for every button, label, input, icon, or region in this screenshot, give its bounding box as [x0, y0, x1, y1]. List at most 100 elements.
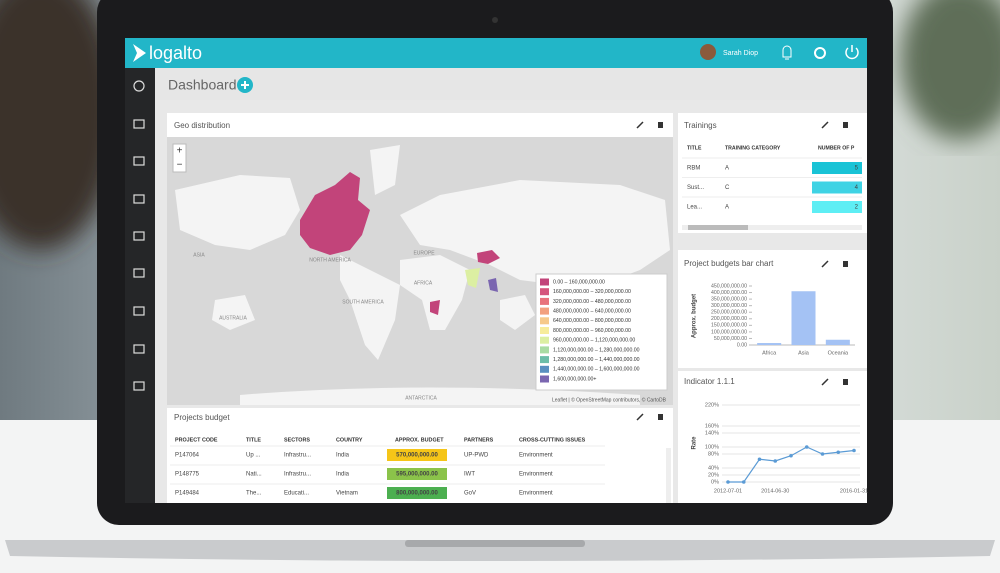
legend-swatch: [540, 356, 549, 364]
legend-swatch: [540, 336, 549, 344]
map-label: ASIA: [193, 252, 205, 258]
edit-button[interactable]: [821, 378, 829, 386]
budget-badge: [387, 449, 447, 461]
table-cell: Environment: [519, 491, 553, 497]
bar-chart-panel: [678, 250, 867, 368]
edit-button[interactable]: [821, 260, 829, 268]
legend-label: 0.00 – 160,000,000.00: [553, 279, 605, 285]
table-cell: P148775: [175, 472, 200, 478]
column-header: PARTNERS: [464, 437, 494, 443]
y-tick-label: 220%: [705, 402, 719, 408]
region-highlight[interactable]: [488, 278, 498, 292]
y-tick-label: 300,000,000.00: [711, 303, 747, 309]
legend-label: 320,000,000.00 – 480,000,000.00: [553, 299, 631, 305]
nav-icon[interactable]: [133, 381, 145, 391]
table-cell: Environment: [519, 453, 553, 459]
y-tick-label: 450,000,000.00: [711, 283, 747, 289]
edit-button[interactable]: [636, 121, 644, 129]
land: [240, 387, 640, 405]
nav-icon[interactable]: [133, 156, 145, 166]
table-cell: C: [725, 185, 730, 191]
region-highlight[interactable]: [477, 250, 500, 264]
y-tick-label: 80%: [708, 451, 719, 457]
edit-button[interactable]: [821, 121, 829, 129]
panel-title: Projects budget: [174, 413, 230, 422]
nav-icon[interactable]: [133, 268, 145, 278]
region-highlight[interactable]: [430, 300, 440, 315]
nav-icon[interactable]: [133, 231, 145, 241]
region-highlight[interactable]: [300, 172, 370, 255]
nav-icon[interactable]: [133, 344, 145, 354]
map-attribution[interactable]: Leaflet | © OpenStreetMap contributors, …: [552, 396, 667, 403]
nav-icon[interactable]: [133, 119, 145, 129]
top-bar: [125, 38, 867, 68]
legend-label: 1,600,000,000.00+: [553, 376, 596, 382]
delete-button[interactable]: [658, 122, 663, 128]
land: [500, 295, 535, 330]
zoom-out[interactable]: −: [177, 160, 183, 171]
table-cell: UP-PWD: [464, 453, 489, 459]
table-cell: RBM: [687, 166, 700, 172]
point: [804, 445, 809, 449]
delete-button[interactable]: [843, 122, 848, 128]
table-cell: The...: [246, 491, 262, 497]
table-cell: India: [336, 453, 350, 459]
nav-icon[interactable]: [133, 80, 145, 92]
scroll-thumb[interactable]: [688, 225, 748, 230]
count-cell: [812, 162, 862, 174]
point: [741, 480, 746, 484]
table-cell: Vietnam: [336, 491, 358, 497]
y-tick-label: 400,000,000.00: [711, 290, 747, 296]
table-cell: Nati...: [246, 472, 262, 478]
y-axis-label: Approx. budget: [692, 294, 698, 338]
zoom-in[interactable]: +: [177, 146, 183, 157]
scrollbar[interactable]: [666, 448, 671, 503]
y-tick-label: 40%: [708, 465, 719, 471]
scrollbar[interactable]: [682, 225, 862, 230]
delete-button[interactable]: [843, 261, 848, 267]
region-highlight[interactable]: [465, 268, 480, 288]
settings-icon[interactable]: [814, 47, 826, 59]
logout-icon[interactable]: [845, 45, 859, 60]
budget-badge: [387, 487, 447, 499]
point: [820, 452, 825, 456]
land: [212, 295, 255, 330]
y-tick-label: 250,000,000.00: [711, 310, 747, 316]
table-cell: Lea...: [687, 205, 702, 211]
legend-swatch: [540, 288, 549, 296]
y-tick-label: 100%: [705, 444, 719, 450]
count-cell: [812, 201, 862, 213]
zoom-control: [172, 143, 187, 173]
table-cell: Environment: [519, 472, 553, 478]
nav-icon[interactable]: [133, 306, 145, 316]
delete-button[interactable]: [843, 379, 848, 385]
edit-button[interactable]: [636, 413, 644, 421]
land: [400, 255, 470, 330]
x-tick-label: 2012-07-01: [714, 488, 742, 494]
nav-icon[interactable]: [133, 194, 145, 204]
map-land: [175, 145, 670, 405]
point: [757, 457, 762, 462]
table-cell: 4: [855, 185, 859, 191]
legend-label: 800,000,000.00 – 960,000,000.00: [553, 328, 631, 334]
table-cell: 2: [855, 205, 859, 211]
table-cell: A: [725, 166, 729, 172]
table-cell: Up ...: [246, 453, 261, 459]
table-cell: 800,000,000.00: [396, 491, 438, 497]
avatar[interactable]: [700, 44, 716, 60]
x-tick-label: Asia: [798, 350, 810, 356]
delete-button[interactable]: [658, 414, 663, 420]
legend-label: 160,000,000.00 – 320,000,000.00: [553, 289, 631, 295]
legend-swatch: [540, 346, 549, 354]
y-tick-label: 0.00: [737, 342, 747, 348]
land: [340, 255, 400, 360]
laptop-base: [5, 540, 995, 561]
x-tick-label: Oceania: [828, 350, 849, 356]
x-tick-label: 2014-06-30: [761, 488, 789, 494]
legend-label: 640,000,000.00 – 800,000,000.00: [553, 318, 631, 324]
point: [726, 480, 730, 484]
bell-icon[interactable]: [782, 45, 792, 60]
y-axis-label: Rate: [692, 436, 698, 450]
user-name[interactable]: Sarah Diop: [723, 50, 758, 57]
